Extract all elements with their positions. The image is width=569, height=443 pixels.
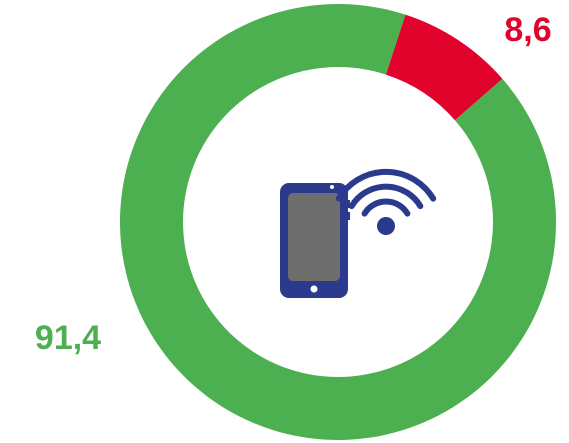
phone-screen xyxy=(288,193,340,281)
wifi-arc xyxy=(335,168,437,202)
phone-side-key xyxy=(346,200,350,208)
phone-camera xyxy=(330,185,334,189)
wifi-dot xyxy=(377,217,395,235)
wifi-arc xyxy=(361,198,411,217)
donut xyxy=(119,4,556,441)
phone-side-key xyxy=(346,212,350,220)
phone-button xyxy=(310,285,318,293)
donut-segment xyxy=(385,14,503,121)
value-label: 8,6 xyxy=(504,11,551,49)
value-label: 91,4 xyxy=(35,319,101,357)
wifi-icon xyxy=(335,168,437,235)
phone-icon xyxy=(280,183,350,298)
wifi-arc xyxy=(348,183,424,210)
